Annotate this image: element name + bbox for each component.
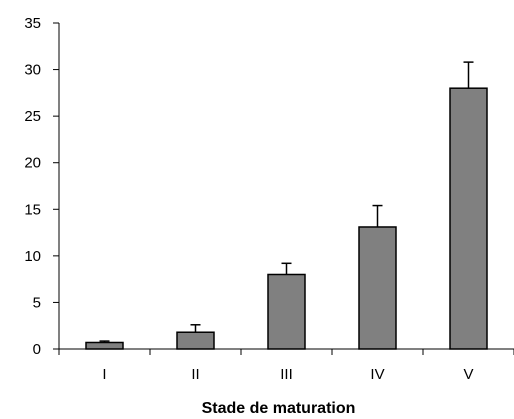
x-axis-title: Stade de maturation — [202, 400, 356, 417]
bar-I — [86, 342, 123, 349]
x-tick-label: II — [191, 366, 199, 383]
y-tick-label: 5 — [33, 294, 41, 311]
y-tick-label: 0 — [33, 341, 41, 358]
y-tick-label: 30 — [24, 62, 41, 79]
y-tick-label: 25 — [24, 108, 41, 125]
x-tick-label: I — [102, 366, 106, 383]
y-tick-label: 10 — [24, 248, 41, 265]
bar-II — [177, 332, 214, 349]
x-tick-label: III — [280, 366, 293, 383]
y-tick-label: 15 — [24, 201, 41, 218]
y-tick-label: 20 — [24, 155, 41, 172]
y-axis-ticks: 0 5 10 15 20 25 30 35 — [24, 15, 59, 358]
x-axis-ticks: I II III IV V — [59, 349, 514, 383]
bars — [86, 62, 487, 349]
bar-IV — [359, 227, 396, 349]
bar-III — [268, 274, 305, 349]
bar-V — [450, 88, 487, 349]
x-tick-label: IV — [370, 366, 384, 383]
x-tick-label: V — [463, 366, 473, 383]
y-tick-label: 35 — [24, 15, 41, 32]
